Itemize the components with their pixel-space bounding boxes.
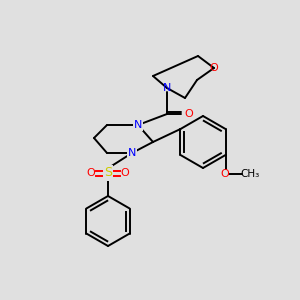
Text: CH₃: CH₃ bbox=[240, 169, 259, 179]
Text: N: N bbox=[134, 120, 142, 130]
Text: O: O bbox=[210, 63, 218, 73]
Text: N: N bbox=[128, 148, 136, 158]
Text: O: O bbox=[184, 109, 194, 119]
Text: O: O bbox=[121, 168, 129, 178]
Text: N: N bbox=[163, 83, 171, 93]
Text: O: O bbox=[87, 168, 95, 178]
Text: S: S bbox=[104, 167, 112, 179]
Text: O: O bbox=[220, 169, 229, 179]
